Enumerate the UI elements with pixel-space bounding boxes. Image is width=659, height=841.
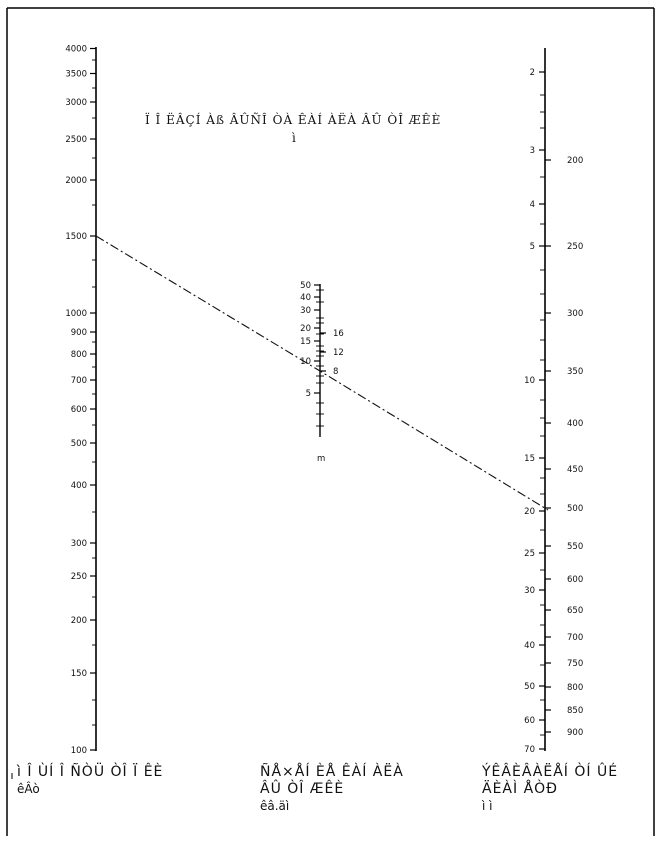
middle-axis-left-tick-label: 30 xyxy=(300,306,311,316)
right-axis-right-tick-label: 400 xyxy=(567,419,583,429)
right-axis-left-tick-label: 40 xyxy=(524,641,535,651)
left-ticks: 4000 3500 3000 2500 2000 1500 1000 900 800 700 600… xyxy=(65,45,96,756)
left-axis-caption-unit: êÂò xyxy=(17,782,40,796)
right-axis-caption: ÝÊÂÈÂÀËÅÍ ÒÍ ÛÉ ÄÈÀÌ ÅÒÐ ì ì xyxy=(482,764,618,815)
left-axis-tick-label: 250 xyxy=(71,572,87,582)
middle-axis-left-tick-label: 5 xyxy=(306,389,311,399)
right-axis-right-tick-label: 200 xyxy=(567,156,583,166)
right-axis-right-tick-label: 450 xyxy=(567,465,583,475)
left-axis-tick-label: 300 xyxy=(71,539,87,549)
right-axis-left-tick-label: 5 xyxy=(530,242,535,252)
right-axis-right-tick-label: 800 xyxy=(567,683,583,693)
right-axis-right-tick-label: 300 xyxy=(567,309,583,319)
left-axis-tick-label: 200 xyxy=(71,616,87,626)
left-axis-tick-label: 4000 xyxy=(65,45,87,55)
chart-title: Ï Î ËÂÇÍ Àß ÂÛÑÎ ÒÀ ÊÀÍ ÀËÀ ÂÛ ÒÎ ÆÊÈ xyxy=(145,111,441,127)
right-axis-left-tick-label: 50 xyxy=(524,682,535,692)
right-axis-right-tick-label: 550 xyxy=(567,542,583,552)
left-axis-tick-label: 800 xyxy=(71,350,87,360)
left-axis-tick-label: 2000 xyxy=(65,176,87,186)
left-axis-tick-label: 1000 xyxy=(65,309,87,319)
right-axis-left-tick-label: 30 xyxy=(524,586,535,596)
left-axis-tick-label: 500 xyxy=(71,439,87,449)
left-axis-tick-label: 600 xyxy=(71,405,87,415)
middle-axis-right-tick-label: 16 xyxy=(333,329,344,339)
right-axis-left-tick-label: 70 xyxy=(524,745,535,755)
left-axis-caption: ì Î ÙÍ Î ÑÒÜ ÒÎ Ï ÊÈ êÂò xyxy=(17,764,163,798)
left-axis-tick-label: 1500 xyxy=(65,232,87,242)
left-axis-caption-title: ì Î ÙÍ Î ÑÒÜ ÒÎ Ï ÊÈ xyxy=(17,764,164,780)
right-axis-right-tick-label: 250 xyxy=(567,242,583,252)
middle-axis-left-tick-label: 50 xyxy=(300,281,311,291)
right-axis-caption-title-1: ÝÊÂÈÂÀËÅÍ ÒÍ ÛÉ xyxy=(482,764,619,780)
right-axis-right-tick-label: 600 xyxy=(567,575,583,585)
middle-axis-right-tick-label: 12 xyxy=(333,348,344,358)
chart-title-unit: ì xyxy=(291,131,297,145)
left-axis-tick-label: 900 xyxy=(71,328,87,338)
right-axis-left-tick-label: 15 xyxy=(524,454,535,464)
right-axis-caption-unit: ì ì xyxy=(482,799,493,813)
left-axis-tick-label: 2500 xyxy=(65,135,87,145)
left-axis-tick-label: 100 xyxy=(71,746,87,756)
right-axis-right-tick-label: 900 xyxy=(567,728,583,738)
middle-axis-right-tick-label: 8 xyxy=(333,367,338,377)
right-axis-right-tick-label: 650 xyxy=(567,606,583,616)
left-axis-tick-label: 700 xyxy=(71,376,87,386)
middle-axis-bottom-label: m xyxy=(317,454,325,464)
right-axis-left-tick-label: 3 xyxy=(530,146,535,156)
middle-axis-left-tick-label: 40 xyxy=(300,293,311,303)
right-axis-right-tick-label: 500 xyxy=(567,504,583,514)
middle-axis-caption-title-1: ÑÅ×ÅÍ ÈÅ ÊÀÍ ÀËÀ xyxy=(260,764,404,780)
left-axis-tick-label: 400 xyxy=(71,481,87,491)
right-axis-left-tick-label: 20 xyxy=(524,507,535,517)
right-axis-left-tick-label: 10 xyxy=(524,376,535,386)
indicator-line xyxy=(95,235,549,511)
left-axis-tick-label: 3500 xyxy=(65,70,87,80)
right-axis-left-tick-label: 2 xyxy=(530,68,535,78)
middle-axis-caption-title-2: ÂÛ ÒÎ ÆÊÈ xyxy=(260,781,345,797)
middle-axis-left-tick-label: 20 xyxy=(300,324,311,334)
right-axis-left-tick-label: 60 xyxy=(524,716,535,726)
right-axis-right-tick-label: 850 xyxy=(567,706,583,716)
right-axis-caption-title-2: ÄÈÀÌ ÅÒÐ xyxy=(482,781,559,797)
right-axis-left-tick-label: 25 xyxy=(524,549,535,559)
right-axis-right-tick-label: 350 xyxy=(567,367,583,377)
right-ticks: 2 3 4 5 10 15 20 25 30 40 50 60 70 200 250 300 350 400 450… xyxy=(524,68,583,755)
right-axis-right-tick-label: 750 xyxy=(567,659,583,669)
middle-axis-left-tick-label: 15 xyxy=(300,337,311,347)
right-axis-left-tick-label: 4 xyxy=(530,200,535,210)
left-axis-tick-label: 3000 xyxy=(65,98,87,108)
middle-axis-caption-unit: êâ.äì xyxy=(260,799,290,813)
left-axis-tick-label: 150 xyxy=(71,669,87,679)
middle-axis-caption: ÑÅ×ÅÍ ÈÅ ÊÀÍ ÀËÀ ÂÛ ÒÎ ÆÊÈ êâ.äì xyxy=(260,764,404,815)
right-axis-right-tick-label: 700 xyxy=(567,633,583,643)
